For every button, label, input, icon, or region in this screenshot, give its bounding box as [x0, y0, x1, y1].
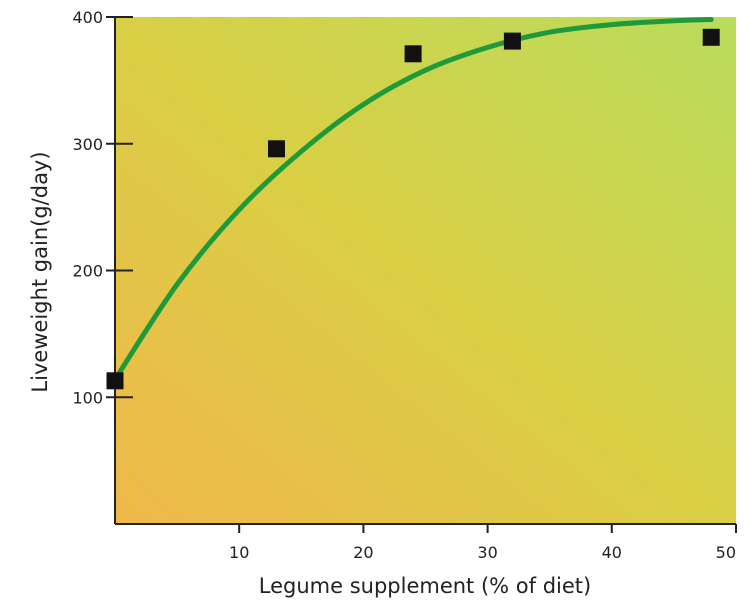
x-axis-title: Legume supplement (% of diet) — [259, 574, 591, 598]
plot-background — [115, 17, 736, 524]
y-tick-label: 200 — [72, 262, 103, 281]
x-tick-label: 10 — [229, 543, 249, 562]
data-point — [268, 140, 285, 158]
data-point — [404, 45, 422, 63]
y-axis-title: Liveweight gain(g/day) — [28, 151, 52, 392]
data-points — [106, 28, 720, 390]
fitted-curve — [112, 17, 714, 382]
data-point — [503, 32, 521, 50]
x-tick-label: 20 — [353, 543, 373, 562]
x-tick-label: 50 — [716, 543, 736, 562]
y-ticks: 100 200 300 400 — [72, 8, 133, 407]
data-point — [702, 28, 720, 46]
x-tick-label: 30 — [477, 543, 497, 562]
x-ticks: 10 20 30 40 50 — [229, 524, 737, 562]
y-tick-label: 300 — [72, 135, 103, 154]
x-tick-label: 40 — [602, 543, 622, 562]
y-tick-label: 100 — [72, 388, 103, 407]
y-tick-label: 400 — [72, 8, 103, 27]
data-point — [106, 372, 124, 390]
